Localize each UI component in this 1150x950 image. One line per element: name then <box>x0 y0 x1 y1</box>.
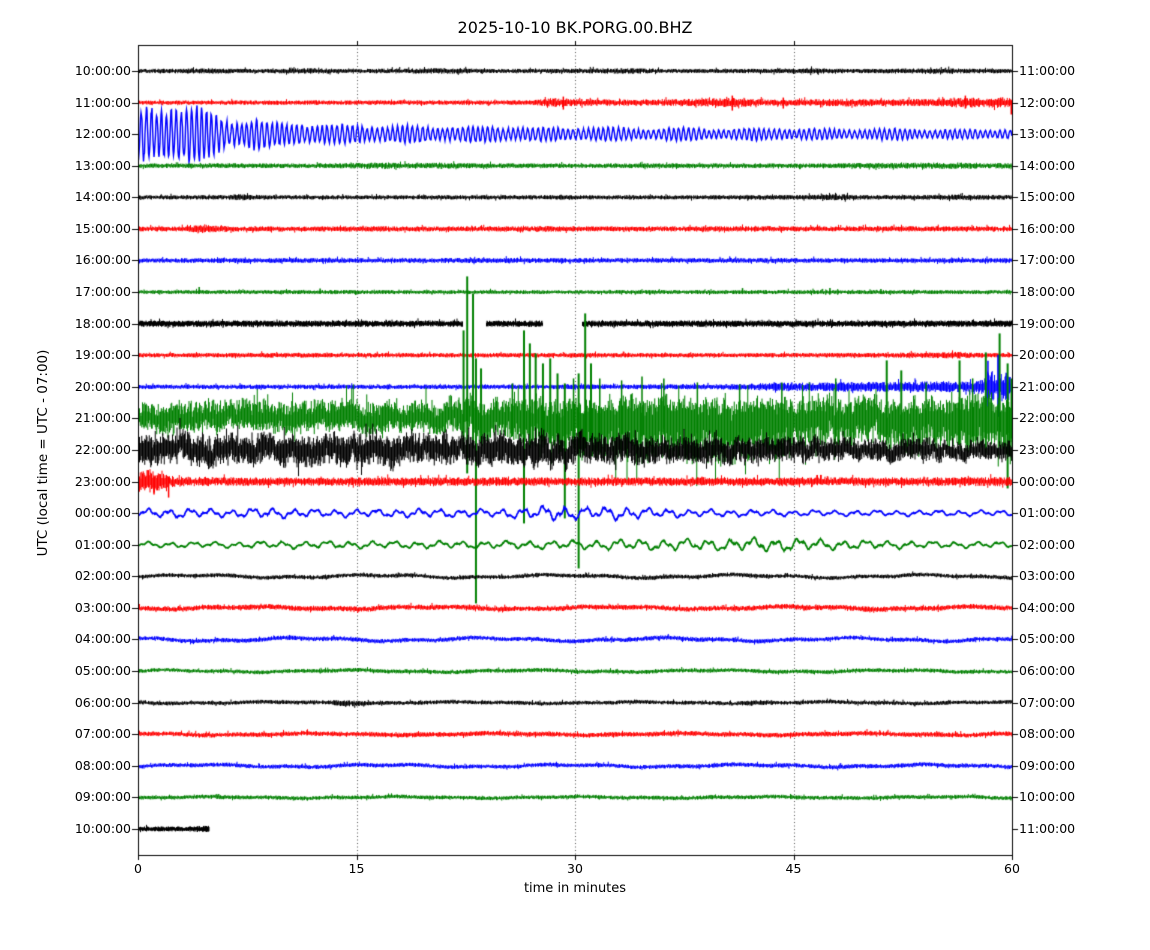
x-tick-label: 45 <box>785 861 802 876</box>
y-tick-label-right: 17:00:00 <box>1019 252 1076 268</box>
y-tick-label-left: 22:00:00 <box>74 441 131 457</box>
x-tick-label: 30 <box>567 861 583 876</box>
y-tick-label-left: 10:00:00 <box>74 63 131 78</box>
y-tick-label-right: 05:00:00 <box>1019 631 1076 647</box>
y-tick-label-right: 03:00:00 <box>1019 568 1076 584</box>
y-tick-label-left: 05:00:00 <box>74 663 131 679</box>
y-tick-label-left: 15:00:00 <box>74 220 131 236</box>
y-tick-label-left: 17:00:00 <box>74 284 131 300</box>
y-tick-label-right: 02:00:00 <box>1019 536 1076 552</box>
y-tick-label-right: 06:00:00 <box>1019 663 1076 679</box>
y-tick-label-left: 21:00:00 <box>74 410 131 426</box>
x-axis-label: time in minutes <box>523 881 627 896</box>
y-tick-label-left: 12:00:00 <box>74 126 131 142</box>
y-tick-label-left: 11:00:00 <box>74 94 131 110</box>
y-tick-label-right: 14:00:00 <box>1019 157 1076 173</box>
plot-title: 2025-10-10 BK.PORG.00.BHZ <box>457 18 693 37</box>
y-tick-label-right: 11:00:00 <box>1019 63 1076 78</box>
y-tick-label-right: 11:00:00 <box>1019 820 1076 836</box>
y-tick-label-left: 03:00:00 <box>74 599 131 615</box>
y-tick-label-left: 16:00:00 <box>74 252 131 268</box>
y-tick-label-left: 02:00:00 <box>74 568 131 584</box>
y-tick-label-left: 10:00:00 <box>74 820 131 836</box>
y-tick-label-left: 01:00:00 <box>74 536 131 552</box>
y-tick-label-left: 13:00:00 <box>74 157 131 173</box>
x-tick-label: 60 <box>1004 861 1020 876</box>
y-tick-label-left: 04:00:00 <box>74 631 131 647</box>
y-tick-label-right: 10:00:00 <box>1019 789 1076 805</box>
y-tick-label-left: 19:00:00 <box>74 347 131 363</box>
y-tick-label-right: 18:00:00 <box>1019 284 1076 300</box>
y-tick-label-left: 00:00:00 <box>74 505 131 521</box>
y-tick-label-left: 14:00:00 <box>74 189 131 205</box>
y-tick-label-right: 13:00:00 <box>1019 126 1076 142</box>
y-tick-label-right: 23:00:00 <box>1019 441 1076 457</box>
y-tick-label-right: 21:00:00 <box>1019 378 1076 394</box>
y-tick-label-left: 08:00:00 <box>74 757 131 773</box>
x-tick-label: 0 <box>134 861 142 876</box>
y-tick-label-right: 01:00:00 <box>1019 505 1076 521</box>
y-tick-label-right: 16:00:00 <box>1019 220 1076 236</box>
y-tick-label-right: 09:00:00 <box>1019 757 1076 773</box>
y-tick-label-right: 00:00:00 <box>1019 473 1076 489</box>
y-tick-label-right: 22:00:00 <box>1019 410 1076 426</box>
x-tick-label: 15 <box>348 861 365 876</box>
y-tick-label-left: 09:00:00 <box>74 789 131 805</box>
y-tick-label-left: 23:00:00 <box>74 473 131 489</box>
y-tick-label-left: 07:00:00 <box>74 726 131 742</box>
y-tick-label-right: 04:00:00 <box>1019 599 1076 615</box>
y-tick-label-left: 06:00:00 <box>74 694 131 710</box>
y-tick-label-left: 18:00:00 <box>74 315 131 331</box>
y-tick-label-right: 19:00:00 <box>1019 315 1076 331</box>
y-tick-label-right: 15:00:00 <box>1019 189 1076 205</box>
y-tick-label-left: 20:00:00 <box>74 378 131 394</box>
y-tick-label-right: 07:00:00 <box>1019 694 1076 710</box>
y-tick-label-right: 12:00:00 <box>1019 94 1076 110</box>
y-tick-label-right: 08:00:00 <box>1019 726 1076 742</box>
y-tick-label-right: 20:00:00 <box>1019 347 1076 363</box>
